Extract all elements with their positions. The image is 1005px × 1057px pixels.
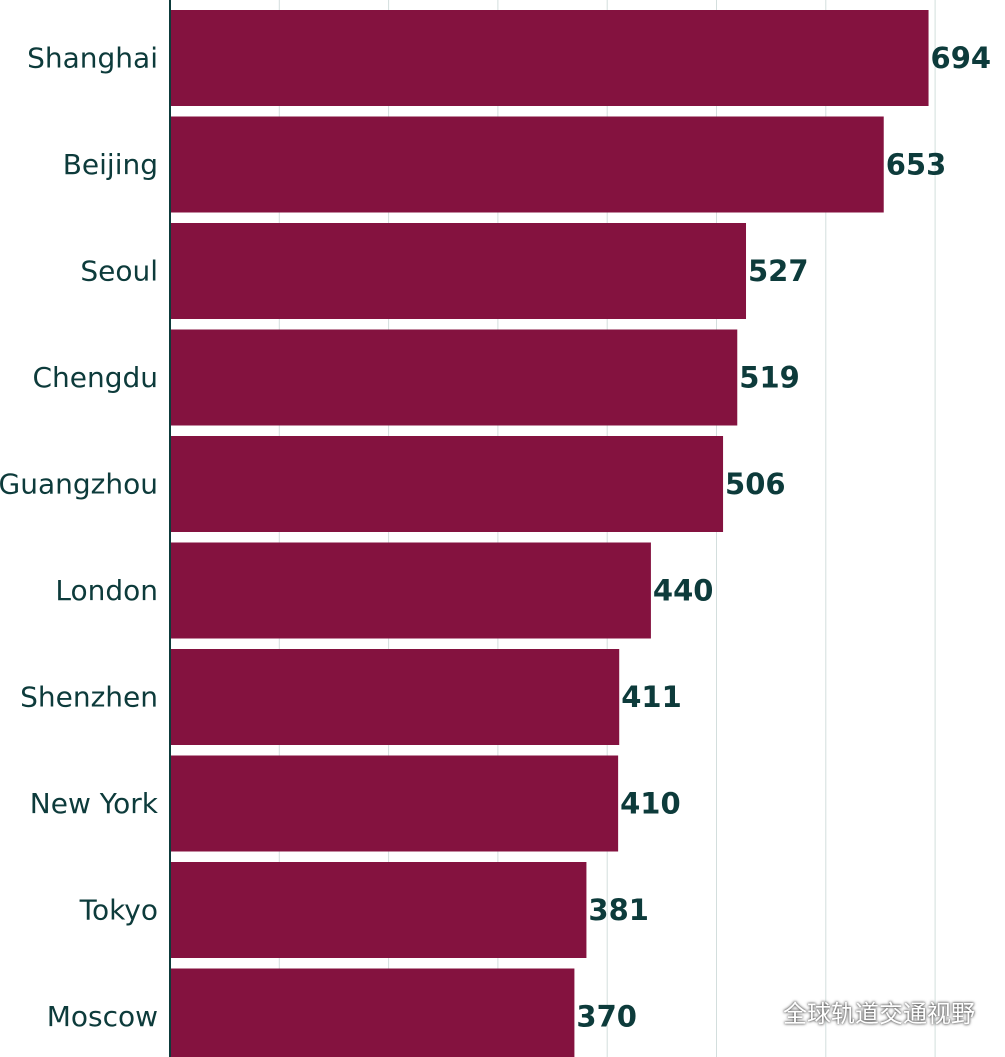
- value-label-guangzhou: 506: [725, 467, 786, 501]
- category-label-shanghai: Shanghai: [27, 42, 158, 75]
- value-label-beijing: 653: [886, 148, 947, 182]
- value-labels: 694 653 527 519 506 440 411 410 381 370: [576, 41, 991, 1034]
- category-label-chengdu: Chengdu: [32, 361, 158, 394]
- bar-shenzhen: [170, 649, 620, 745]
- category-label-seoul: Seoul: [80, 255, 158, 288]
- value-label-london: 440: [653, 574, 714, 608]
- bar-new-york: [170, 755, 619, 852]
- bar-seoul: [170, 223, 747, 319]
- bars: [170, 10, 929, 1057]
- bar-tokyo: [170, 862, 587, 958]
- value-label-seoul: 527: [748, 254, 809, 288]
- bar-shanghai: [170, 10, 929, 106]
- bar-moscow: [170, 968, 575, 1057]
- category-label-guangzhou: Guangzhou: [0, 468, 158, 501]
- value-label-shanghai: 694: [931, 41, 992, 75]
- category-labels: Shanghai Beijing Seoul Chengdu Guangzhou Lond…: [0, 42, 159, 1034]
- bar-london: [170, 542, 651, 639]
- value-label-moscow: 370: [576, 1000, 637, 1034]
- category-label-shenzhen: Shenzhen: [20, 681, 158, 714]
- watermark: 全球轨道交通视野: [741, 994, 975, 1029]
- bar-beijing: [170, 116, 884, 213]
- category-label-new-york: New York: [30, 787, 159, 820]
- wechat-icon: [741, 997, 775, 1024]
- category-label-beijing: Beijing: [63, 148, 158, 181]
- value-label-tokyo: 381: [588, 893, 649, 927]
- category-label-london: London: [55, 574, 158, 607]
- value-label-new-york: 410: [620, 787, 681, 821]
- bar-chengdu: [170, 329, 738, 426]
- value-label-shenzhen: 411: [621, 680, 682, 714]
- value-label-chengdu: 519: [739, 361, 800, 395]
- category-label-moscow: Moscow: [47, 1000, 158, 1033]
- watermark-text: 全球轨道交通视野: [783, 1000, 975, 1028]
- category-label-tokyo: Tokyo: [79, 894, 158, 927]
- bar-guangzhou: [170, 436, 724, 532]
